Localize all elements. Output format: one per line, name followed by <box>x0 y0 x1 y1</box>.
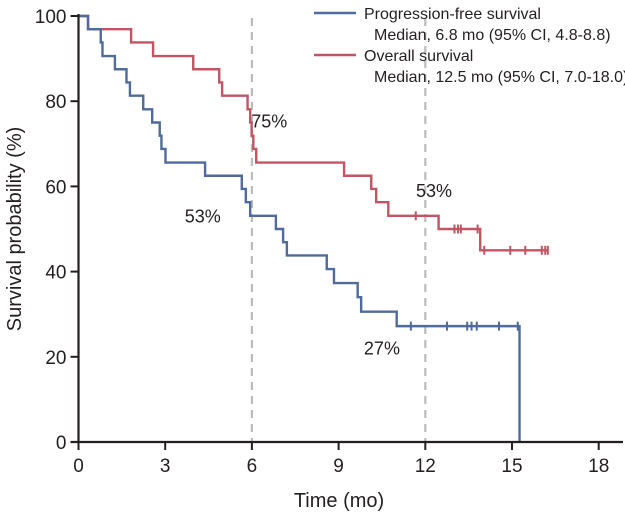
annotations: 75% 53% 53% 27% <box>185 112 452 359</box>
x-tick-label: 6 <box>247 456 258 477</box>
legend: Progression-free survival Median, 6.8 mo… <box>314 6 625 86</box>
x-axis-ticks: 0 3 6 9 12 15 18 <box>73 442 609 477</box>
x-tick-label: 9 <box>333 456 344 477</box>
y-tick-label: 80 <box>45 92 66 113</box>
x-axis-title: Time (mo) <box>294 490 384 512</box>
x-tick-label: 0 <box>73 456 84 477</box>
y-tick-label: 40 <box>45 263 66 284</box>
series-os <box>78 14 549 255</box>
x-tick-label: 15 <box>501 456 522 477</box>
legend-median-pfs: Median, 6.8 mo (95% CI, 4.8-8.8) <box>374 27 611 44</box>
legend-label-os: Overall survival <box>364 48 473 65</box>
y-tick-label: 60 <box>45 177 66 198</box>
x-tick-label: 18 <box>588 456 609 477</box>
y-axis-title: Survival probability (%) <box>4 127 26 332</box>
survival-curves <box>78 14 549 442</box>
y-tick-label: 100 <box>35 7 67 28</box>
y-tick-label: 0 <box>56 433 67 454</box>
y-tick-label: 20 <box>45 348 66 369</box>
legend-label-pfs: Progression-free survival <box>364 6 541 23</box>
annotation-label: 75% <box>251 112 287 132</box>
survival-curve-os <box>78 14 549 252</box>
annotation-label: 27% <box>364 339 400 359</box>
axes: 0 3 6 9 12 15 18 0 20 40 60 80 100 <box>35 7 623 477</box>
annotation-label: 53% <box>416 181 452 201</box>
reference-lines <box>250 18 427 442</box>
survival-curve-pfs <box>78 14 521 442</box>
series-pfs <box>78 14 521 442</box>
legend-median-os: Median, 12.5 mo (95% CI, 7.0-18.0) <box>374 69 625 86</box>
y-axis-ticks: 0 20 40 60 80 100 <box>35 7 79 454</box>
x-tick-label: 12 <box>415 456 436 477</box>
x-tick-label: 3 <box>160 456 171 477</box>
annotation-label: 53% <box>185 207 221 227</box>
